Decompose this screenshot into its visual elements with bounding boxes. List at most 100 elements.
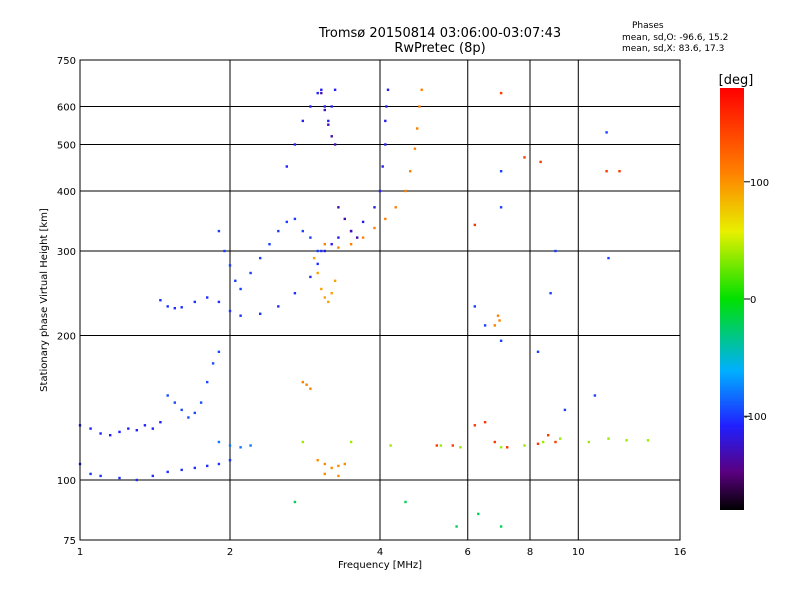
data-point [473,223,476,227]
data-point [477,512,480,516]
data-point [327,123,330,126]
y-tick-label: 75 [63,536,76,547]
data-point [293,292,297,295]
data-point [404,189,407,193]
colorbar-unit: [deg] [719,73,754,88]
data-point [435,444,438,447]
data-point [320,287,323,291]
data-point [523,444,526,447]
data-point [239,446,242,449]
data-point [330,243,333,246]
data-point [420,88,423,91]
data-point [378,189,382,193]
colorbar [720,88,744,510]
data-point [180,468,183,472]
data-point [413,147,417,150]
data-point [343,217,346,221]
data-point [349,243,353,246]
data-point [483,421,487,424]
data-point [118,476,121,480]
data-point [180,306,183,309]
data-point [323,108,326,112]
data-point [239,314,242,317]
x-tick-label: 4 [377,547,383,558]
data-point [327,300,330,304]
data-point [293,143,297,146]
data-point [206,296,209,299]
data-point [301,440,304,444]
data-point [89,427,92,430]
colorbar-tick-label: -100 [744,412,767,423]
data-point [268,243,271,246]
colorbar-tick-label: 0 [750,295,756,306]
data-point [99,432,102,435]
data-point [455,525,458,528]
data-point [349,440,353,444]
data-point [239,287,242,291]
data-point [381,165,384,168]
phase-x-stats: mean, sd,X: 83.6, 17.3 [622,44,725,54]
data-point [563,408,567,412]
chart-subtitle: RwPretec (8p) [394,41,486,56]
x-tick-label: 1 [77,547,83,558]
data-point [587,440,590,444]
y-tick-label: 400 [57,187,76,198]
data-point [498,319,501,322]
data-point [330,135,333,138]
data-point [127,427,130,430]
data-point [316,262,319,266]
data-point [361,236,365,239]
data-point [316,459,319,462]
data-point [451,444,454,447]
data-point [259,312,262,315]
data-point [483,324,487,327]
colorbar-tick-label: 100 [750,178,769,189]
data-point [493,324,496,327]
data-point [337,236,340,239]
y-tick-label: 300 [57,247,76,258]
data-point [384,119,387,123]
data-point [166,470,169,474]
data-point [316,91,319,95]
data-point [323,472,326,476]
data-point [337,464,340,468]
data-point [625,439,628,442]
data-point [330,105,333,108]
data-point [459,446,462,449]
data-point [559,437,562,440]
data-point [394,206,397,209]
data-point [343,462,346,466]
data-point [217,300,221,304]
data-point [316,271,319,275]
data-point [386,88,390,91]
data-point [333,143,337,146]
x-tick-label: 6 [465,547,471,558]
data-point [384,143,387,146]
data-point [320,88,323,91]
data-point [206,464,209,468]
data-point [549,292,552,295]
data-point [541,440,545,444]
data-point [228,444,232,447]
data-point [323,462,326,466]
data-point [312,256,316,260]
data-point [217,462,221,466]
x-tick-label: 2 [227,547,233,558]
data-point [309,236,312,239]
data-point [323,249,326,253]
data-point [607,437,610,440]
data-point [143,424,147,427]
x-tick-label: 16 [674,547,687,558]
data-point [249,444,252,447]
x-tick-label: 10 [572,547,585,558]
data-point [499,206,503,209]
data-point [506,446,509,449]
data-point [333,88,337,91]
data-point [607,256,610,260]
data-point [554,249,557,253]
data-point [151,427,154,430]
data-point [228,264,232,267]
data-point [180,408,183,412]
plot-frame [79,59,681,541]
data-point [301,380,304,384]
